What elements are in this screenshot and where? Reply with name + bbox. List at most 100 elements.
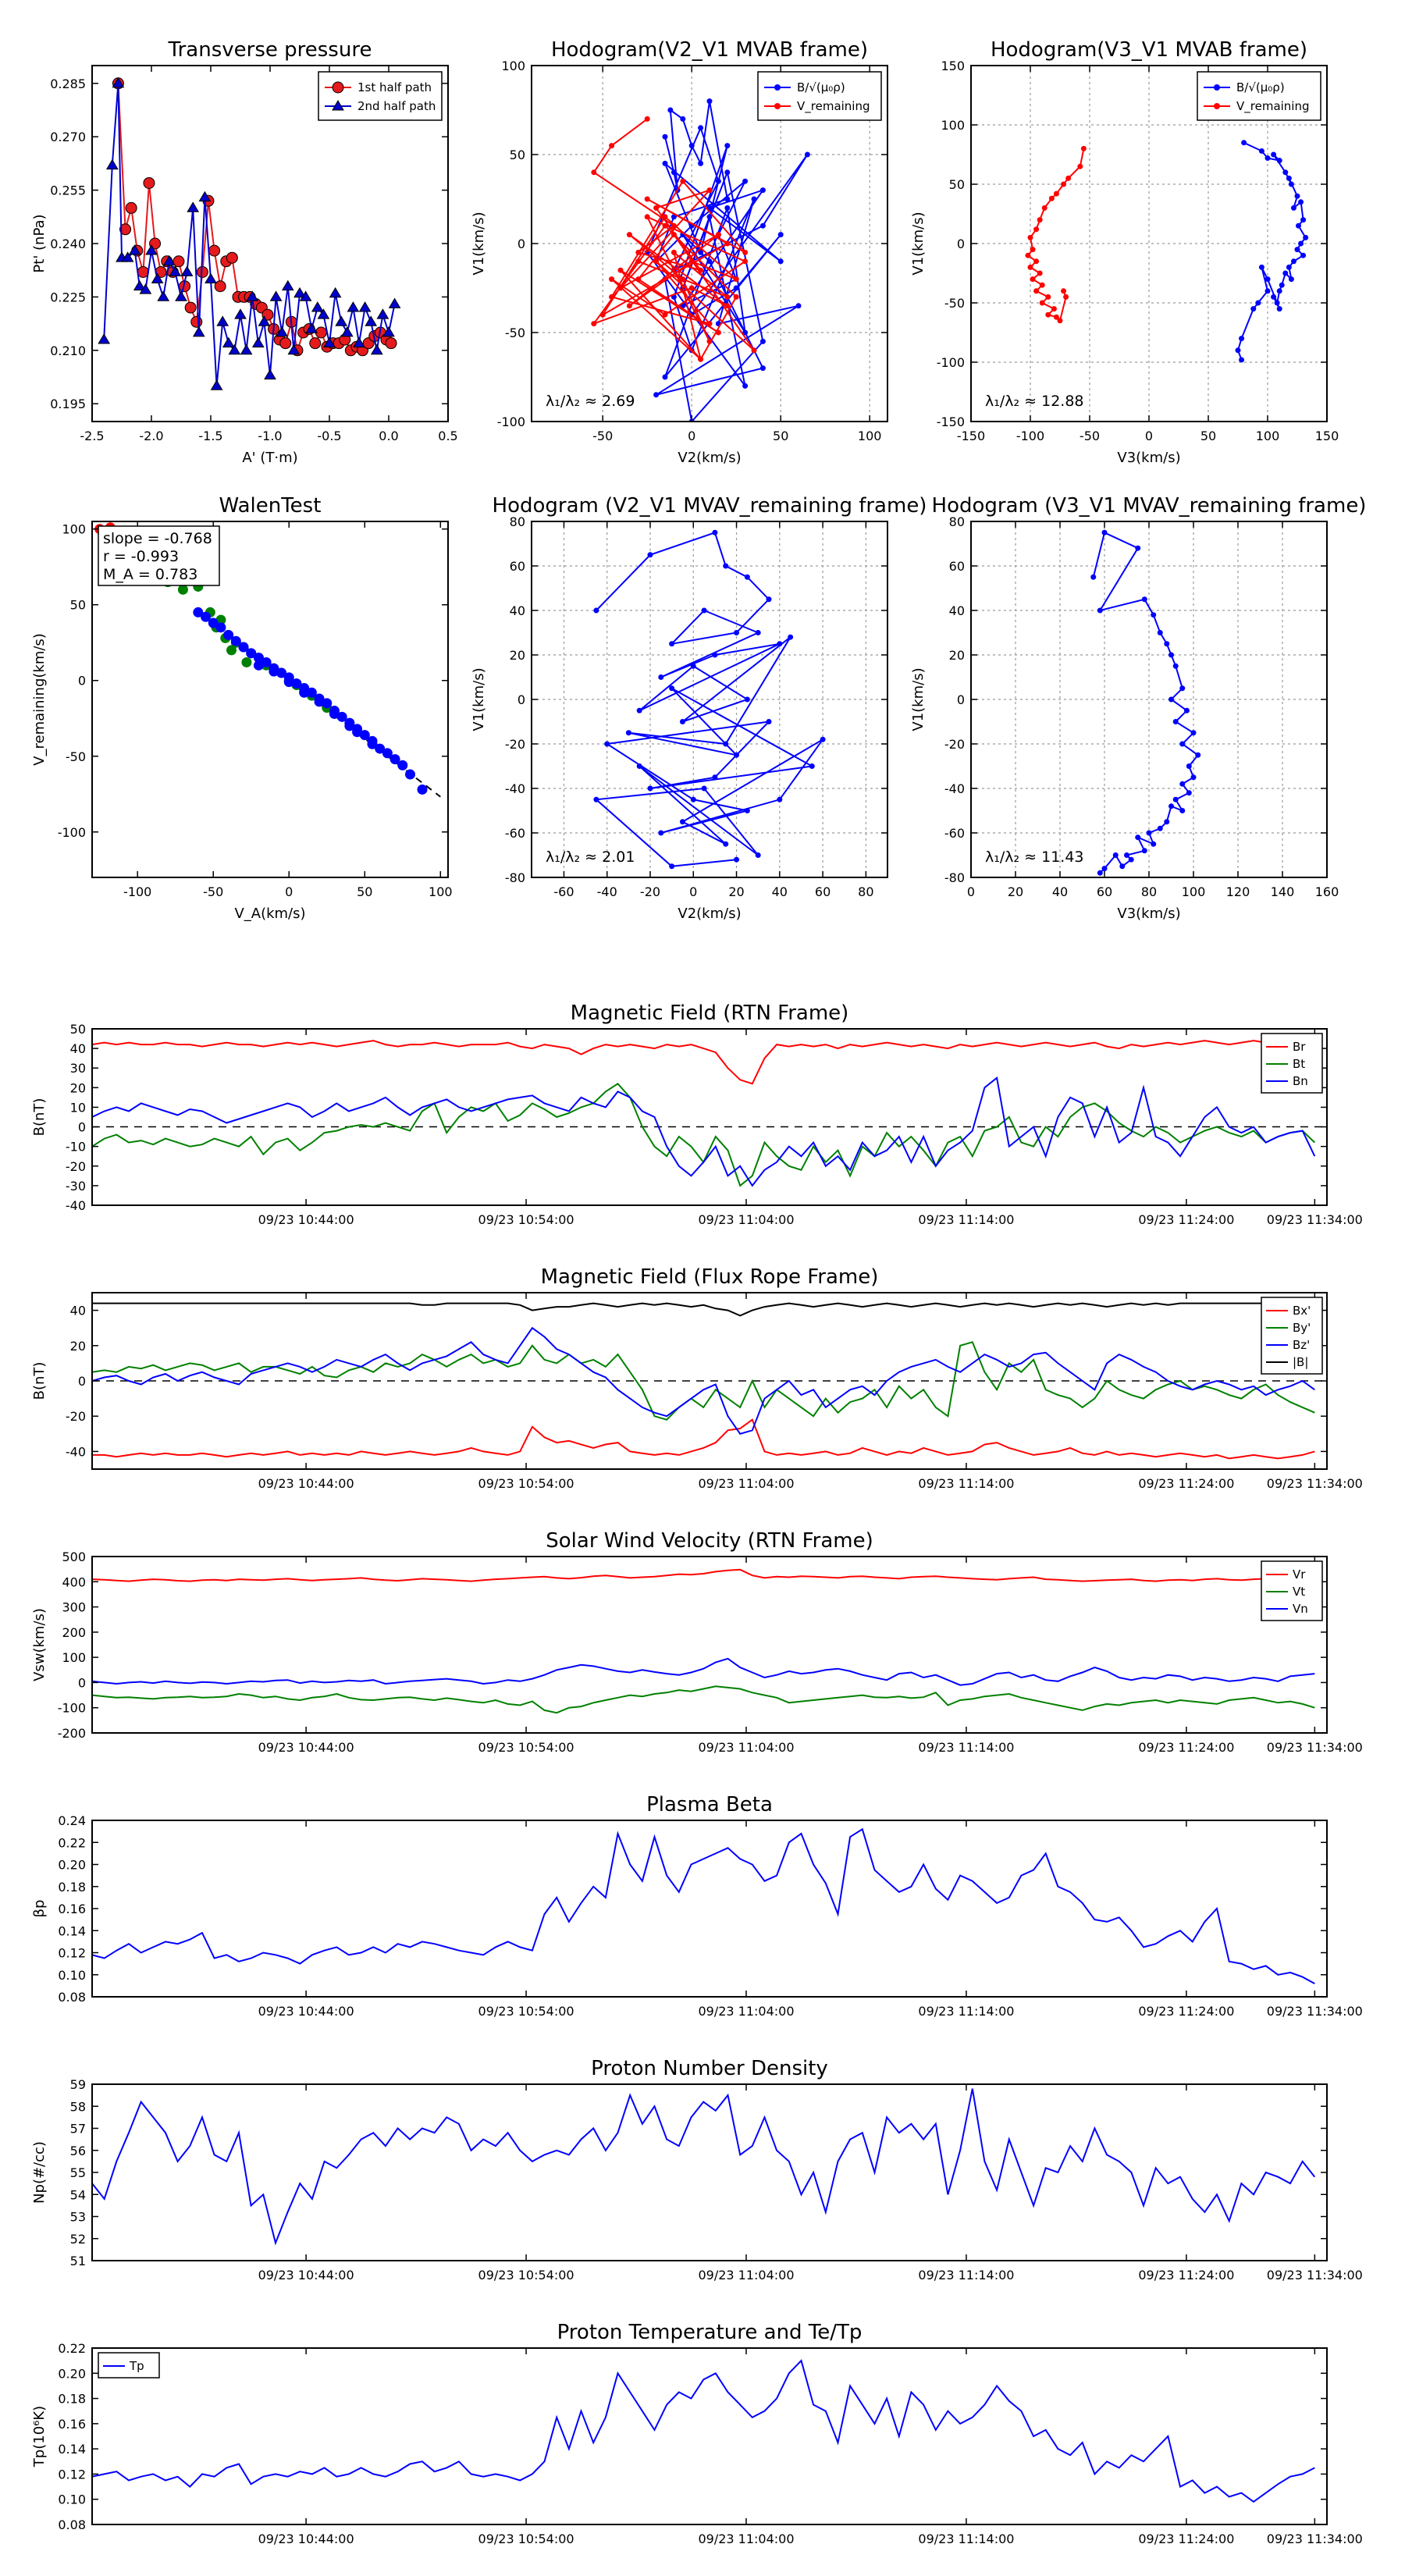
data-point <box>706 187 713 194</box>
legend-label: V_remaining <box>797 99 870 114</box>
data-point <box>653 258 660 265</box>
data-point <box>1061 288 1067 294</box>
data-point <box>1276 158 1282 164</box>
chart-vsw: 09/23 10:44:00 09/23 10:54:00 09/23 11:04:… <box>31 1529 1363 1755</box>
x-tick-label: 09/23 11:04:00 <box>698 1212 794 1227</box>
data-point <box>397 760 408 770</box>
data-point <box>1027 234 1033 240</box>
x-tick-label: 0 <box>967 884 975 899</box>
x-tick-label: 09/23 10:44:00 <box>258 2268 354 2282</box>
data-point <box>353 336 365 348</box>
data-point <box>723 741 729 747</box>
data-point <box>724 143 731 149</box>
data-point <box>241 656 252 667</box>
data-point <box>173 255 185 268</box>
series-line <box>592 118 755 362</box>
y-tick-label: -50 <box>66 749 86 764</box>
data-point <box>299 290 312 301</box>
data-point <box>712 774 718 781</box>
y-tick-label: 200 <box>62 1625 86 1640</box>
data-point <box>698 356 704 362</box>
y-tick-label: 150 <box>941 59 965 73</box>
x-tick-label: 140 <box>1271 884 1295 899</box>
data-point <box>742 249 749 255</box>
data-point <box>744 808 750 813</box>
data-point <box>647 785 653 792</box>
data-point <box>214 280 226 293</box>
data-point <box>723 563 729 569</box>
y-axis-label: Np(#/cc) <box>31 2141 48 2204</box>
data-point <box>1124 852 1129 858</box>
x-tick-label: 09/23 11:04:00 <box>698 1476 794 1491</box>
data-point <box>742 329 749 336</box>
y-tick-label: -200 <box>58 1726 86 1741</box>
y-tick-label: 0.210 <box>50 343 86 358</box>
y-tick-label: -60 <box>505 826 525 841</box>
data-point <box>352 727 363 738</box>
chart-title: Hodogram (V3_V1 MVAV_remaining frame) <box>932 494 1367 518</box>
data-point <box>1276 288 1282 294</box>
y-tick-label: 50 <box>70 598 86 613</box>
data-point <box>759 187 766 194</box>
y-tick-label: 40 <box>70 1041 86 1056</box>
data-point <box>1033 258 1040 265</box>
chart-temp: 09/23 10:44:00 09/23 10:54:00 09/23 11:04:… <box>31 2321 1363 2546</box>
data-point <box>1300 217 1307 223</box>
legend-marker <box>1214 103 1220 109</box>
x-tick-label: 09/23 11:24:00 <box>1138 2268 1234 2282</box>
series-hodo4 <box>1090 529 1201 876</box>
data-point <box>698 125 704 131</box>
data-point <box>715 178 721 184</box>
y-tick-label: 40 <box>510 603 525 618</box>
data-point <box>759 338 766 344</box>
data-point <box>1179 808 1186 813</box>
x-tick-label: 80 <box>1141 884 1157 899</box>
y-tick-label: 0.270 <box>50 130 86 144</box>
data-point <box>1063 294 1069 300</box>
x-tick-label: 80 <box>858 884 873 899</box>
series-density-line <box>92 2088 1316 2246</box>
x-tick-label: 09/23 10:54:00 <box>478 1740 574 1755</box>
y-tick-label: 0.08 <box>58 1990 86 2005</box>
series-by-line <box>92 1341 1315 1421</box>
data-point <box>742 382 749 389</box>
y-tick-label: 53 <box>70 2210 86 2225</box>
y-tick-label: 0 <box>78 1374 86 1389</box>
data-point <box>264 368 276 380</box>
data-point <box>382 326 395 337</box>
x-tick-label: 120 <box>1226 884 1250 899</box>
x-tick-label: 09/23 11:14:00 <box>918 1212 1014 1227</box>
data-point <box>712 652 718 658</box>
y-tick-label: -100 <box>937 355 965 370</box>
y-tick-label: 20 <box>949 648 965 663</box>
data-point <box>626 232 632 238</box>
plot-frame <box>91 521 449 878</box>
y-tick-label: 0.20 <box>58 2366 86 2381</box>
data-point <box>1179 685 1186 692</box>
data-point <box>593 796 599 802</box>
x-tick-label: 50 <box>357 884 372 899</box>
series-vr-line <box>92 1568 1315 1582</box>
data-point <box>98 333 111 344</box>
data-point <box>157 290 170 301</box>
y-tick-label: -100 <box>58 1701 86 1716</box>
data-point <box>604 741 610 747</box>
data-point <box>1039 300 1045 306</box>
data-point <box>269 666 279 677</box>
y-tick-label: -100 <box>58 825 86 840</box>
data-point <box>715 232 721 238</box>
plot-area <box>92 1827 1315 1984</box>
data-point <box>201 611 212 622</box>
data-point <box>238 642 249 653</box>
data-point <box>635 249 642 255</box>
data-point <box>742 178 749 184</box>
y-tick-label: 30 <box>70 1061 86 1076</box>
data-point <box>712 529 718 535</box>
chart-density: 09/23 10:44:00 09/23 10:54:00 09/23 11:04:… <box>31 2057 1363 2282</box>
y-axis-label: Pt' (nPa) <box>31 214 48 272</box>
data-point <box>1037 270 1043 276</box>
x-tick-label: 40 <box>1052 884 1068 899</box>
data-point <box>1101 866 1108 872</box>
data-point <box>669 641 675 647</box>
y-axis-label: V1(km/s) <box>910 667 927 731</box>
